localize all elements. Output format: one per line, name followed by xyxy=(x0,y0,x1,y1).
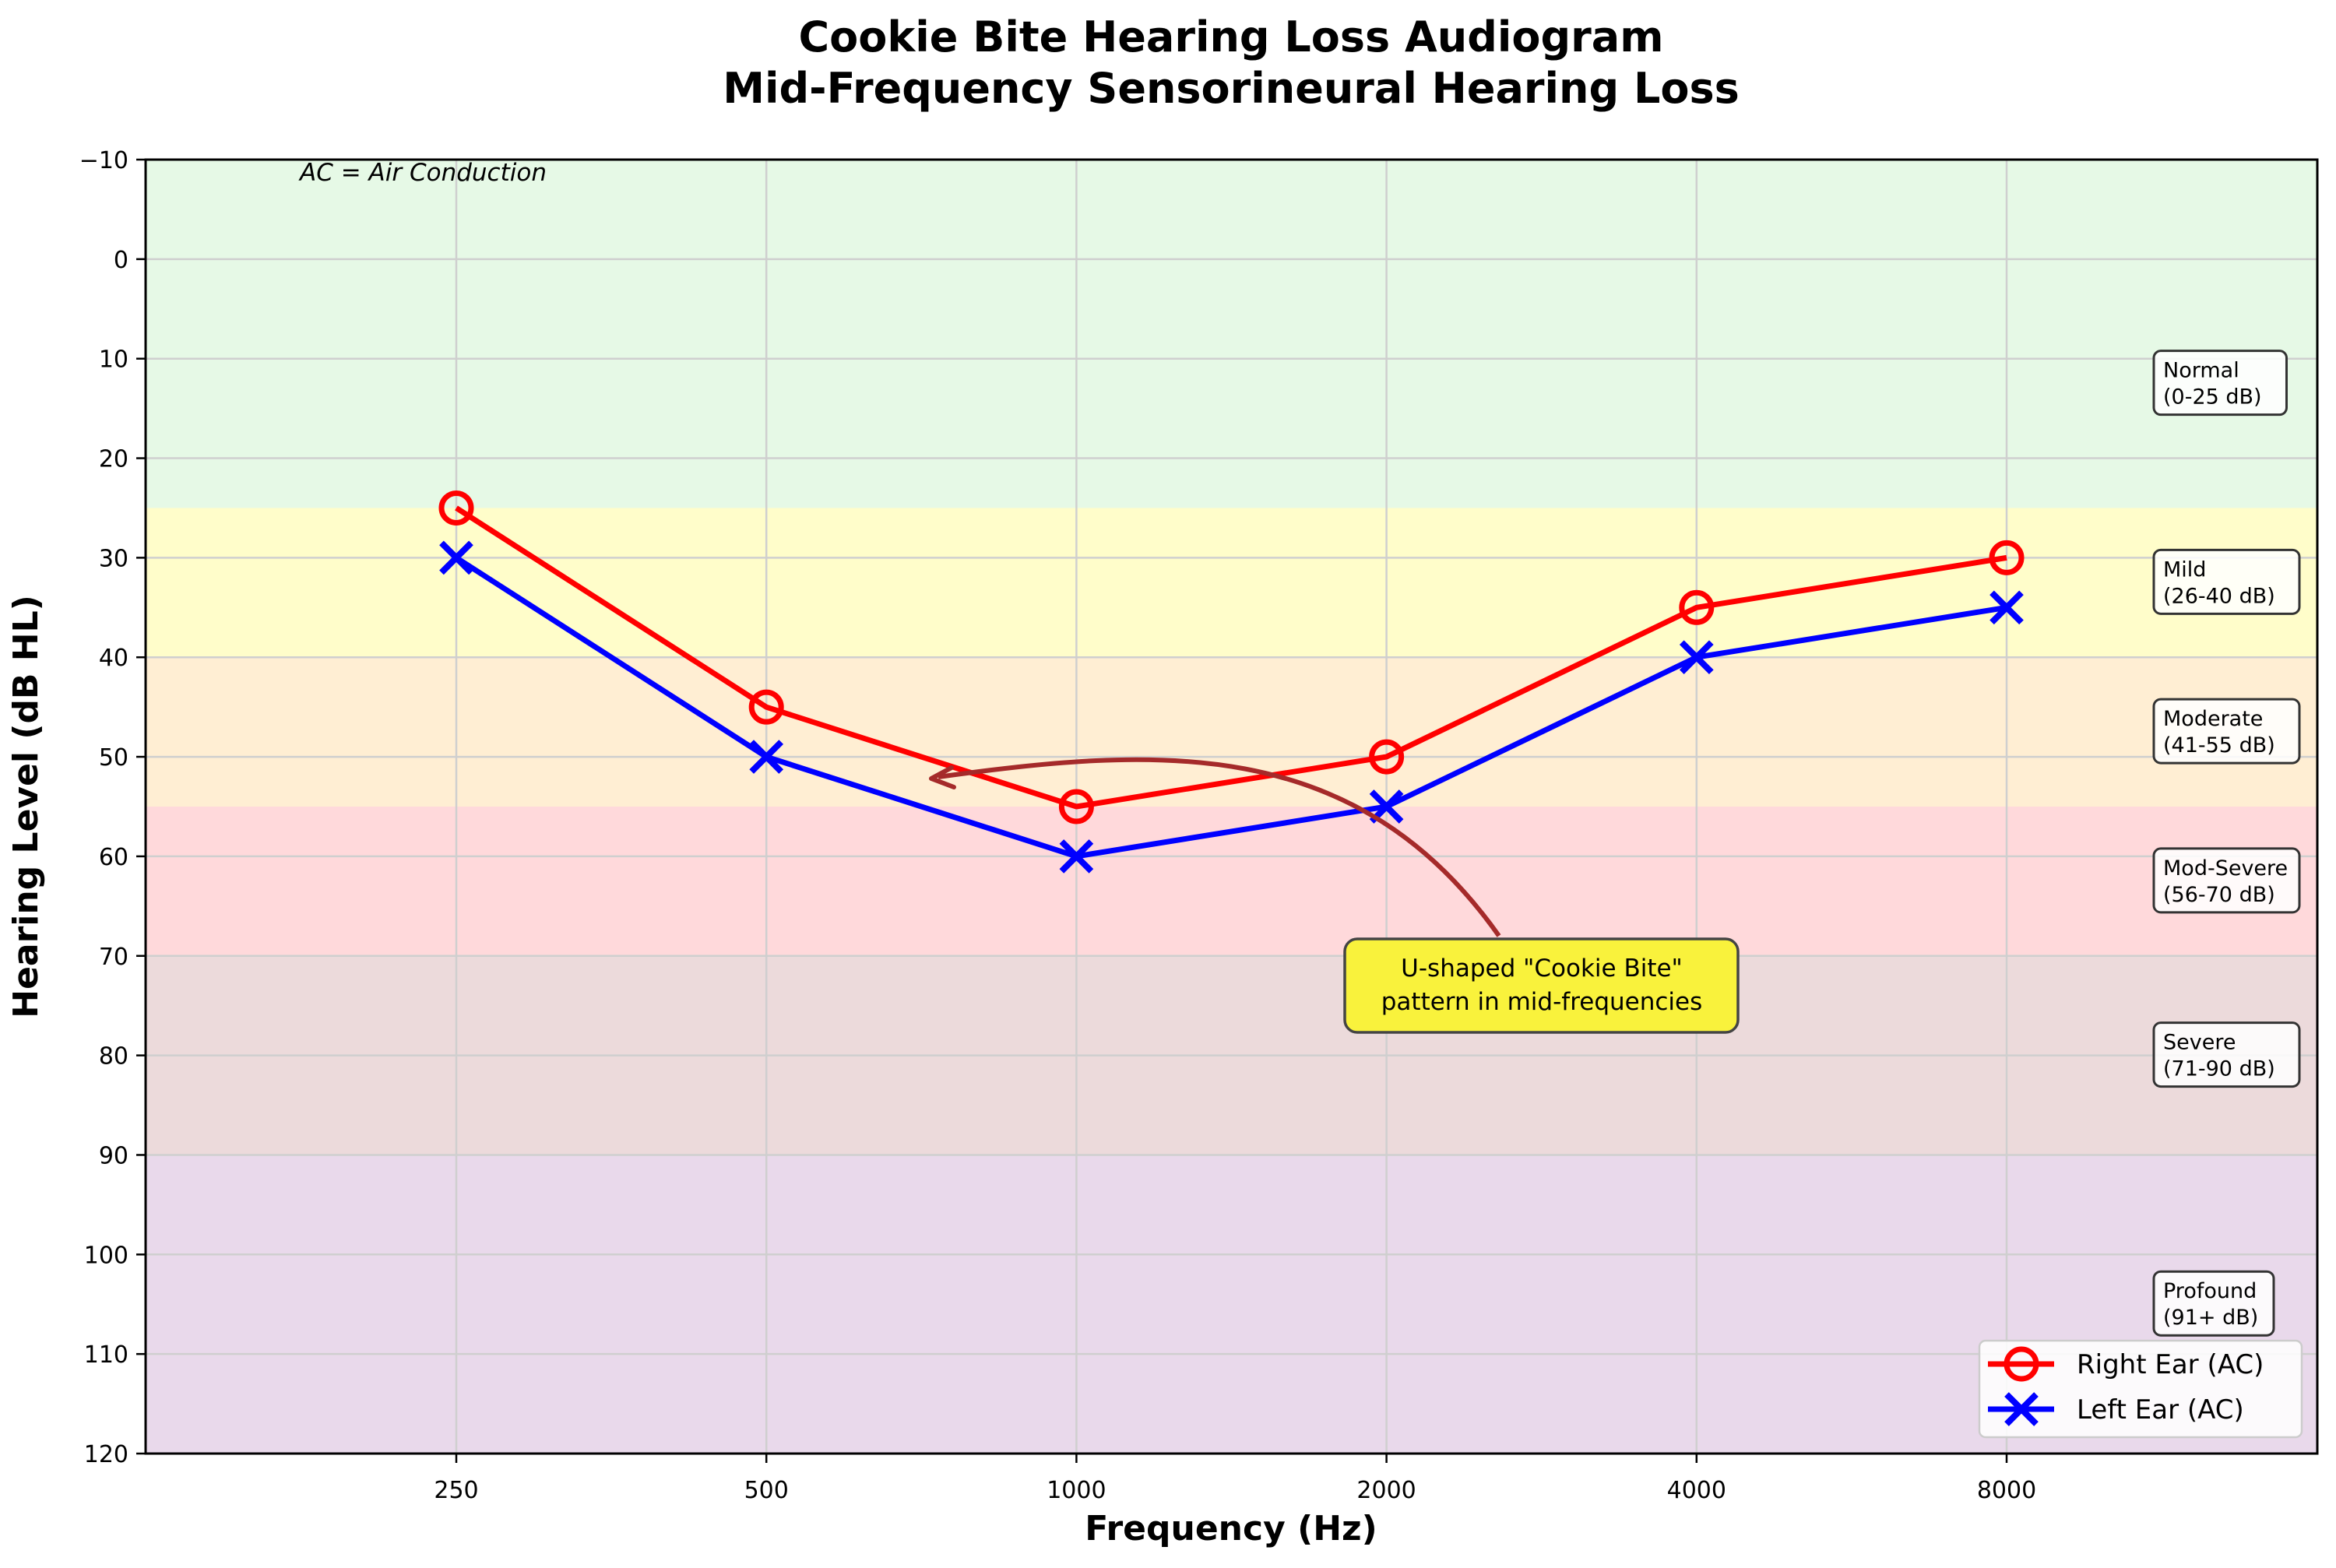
legend-box xyxy=(1978,1339,2303,1439)
legend-entry: Right Ear (AC) xyxy=(1988,1346,2264,1382)
x-marker-icon xyxy=(439,540,473,575)
y-tick-label: 60 xyxy=(99,844,128,871)
cookie-bite-annotation: U-shaped "Cookie Bite" pattern in mid-fre… xyxy=(929,757,1740,1034)
y-tick-label: 90 xyxy=(99,1142,128,1169)
x-marker-icon xyxy=(1679,640,1714,675)
svg-text:Severe: Severe xyxy=(2163,1031,2236,1055)
zone-label-mod-severe: Mod-Severe(56-70 dB) xyxy=(2152,847,2301,914)
data-series xyxy=(438,490,2025,874)
plot-frame xyxy=(144,158,2319,1455)
series-left-ear-ac xyxy=(439,540,2024,874)
circle-marker-icon xyxy=(438,490,474,526)
zone-band-mild xyxy=(146,508,2317,658)
hearing-loss-zones xyxy=(146,160,2317,1454)
svg-text:Moderate: Moderate xyxy=(2163,707,2263,731)
svg-text:(26-40 dB): (26-40 dB) xyxy=(2163,584,2275,608)
y-axis-ticks: −10 0 10 20 30 40 50 60 70 80 90 100 110 120 xyxy=(79,147,146,1468)
x-axis-label: Frequency (Hz) xyxy=(1085,1509,1377,1549)
ac-note: AC = Air Conduction xyxy=(298,159,547,187)
chart-title: Cookie Bite Hearing Loss Audiogram xyxy=(799,12,1664,62)
svg-text:(41-55 dB): (41-55 dB) xyxy=(2163,733,2275,758)
y-tick-label: 10 xyxy=(99,346,128,374)
annotation-line-2: pattern in mid-frequencies xyxy=(1381,988,1703,1016)
x-marker-icon xyxy=(2004,1392,2039,1426)
zone-label-severe: Severe(71-90 dB) xyxy=(2152,1021,2301,1088)
zone-label-moderate: Moderate(41-55 dB) xyxy=(2152,698,2301,765)
y-tick-label: 110 xyxy=(84,1341,128,1369)
svg-text:(71-90 dB): (71-90 dB) xyxy=(2163,1057,2275,1081)
y-tick-label: 120 xyxy=(84,1441,128,1468)
x-marker-icon xyxy=(1989,590,2024,625)
zone-band-profound xyxy=(146,1155,2317,1454)
series-line xyxy=(455,505,2007,810)
zone-band-normal xyxy=(146,160,2317,508)
y-tick-label: 40 xyxy=(99,645,128,672)
svg-text:(91+ dB): (91+ dB) xyxy=(2163,1306,2258,1330)
x-tick-label: 8000 xyxy=(1977,1477,2036,1504)
svg-text:Profound: Profound xyxy=(2163,1279,2257,1303)
x-tick-label: 1000 xyxy=(1047,1477,1106,1504)
circle-marker-icon xyxy=(1058,789,1094,824)
legend-entry: Left Ear (AC) xyxy=(1988,1392,2244,1426)
y-tick-label: 0 xyxy=(114,247,128,274)
y-tick-label: −10 xyxy=(79,147,128,174)
legend: Right Ear (AC) Left Ear (AC) xyxy=(1978,1339,2303,1439)
zone-label-profound: Profound (91+ dB) xyxy=(2152,1270,2275,1337)
circle-marker-icon xyxy=(1369,739,1405,775)
x-tick-label: 250 xyxy=(434,1477,478,1504)
circle-marker-icon xyxy=(748,689,784,725)
annotation-arrow xyxy=(938,757,1501,937)
y-tick-label: 20 xyxy=(99,446,128,473)
annotation-line-1: U-shaped "Cookie Bite" xyxy=(1401,955,1683,983)
x-axis-ticks: 250 500 1000 2000 4000 8000 xyxy=(434,1454,2036,1504)
svg-text:Mod-Severe: Mod-Severe xyxy=(2163,856,2288,881)
x-tick-label: 500 xyxy=(744,1477,789,1504)
x-marker-icon xyxy=(749,740,784,774)
y-tick-label: 50 xyxy=(99,744,128,772)
svg-text:Mild: Mild xyxy=(2163,557,2206,582)
series-right-ear-ac xyxy=(438,490,2025,824)
arrow-head-icon xyxy=(929,765,956,789)
series-line xyxy=(455,555,2007,860)
legend-label: Right Ear (AC) xyxy=(2077,1349,2264,1380)
svg-text:(56-70 dB): (56-70 dB) xyxy=(2163,883,2275,907)
circle-marker-icon xyxy=(2004,1346,2039,1382)
y-tick-label: 30 xyxy=(99,545,128,572)
annotation-box xyxy=(1343,937,1740,1034)
y-axis-label: Hearing Level (dB HL) xyxy=(6,595,46,1018)
circle-marker-icon xyxy=(1989,540,2025,575)
svg-text:(0-25 dB): (0-25 dB) xyxy=(2163,385,2262,410)
legend-label: Left Ear (AC) xyxy=(2077,1394,2244,1426)
zone-label-normal: Normal(0-25 dB) xyxy=(2152,350,2288,417)
y-tick-label: 70 xyxy=(99,944,128,971)
x-tick-label: 4000 xyxy=(1667,1477,1726,1504)
chart-subtitle: Mid-Frequency Sensorineural Hearing Loss xyxy=(723,64,1740,113)
circle-marker-icon xyxy=(1679,589,1715,625)
x-tick-label: 2000 xyxy=(1356,1477,1416,1504)
y-tick-label: 80 xyxy=(99,1043,128,1071)
x-marker-icon xyxy=(1059,839,1094,874)
zone-label-mild: Mild(26-40 dB) xyxy=(2152,548,2301,615)
y-tick-label: 100 xyxy=(84,1242,128,1269)
svg-text:Normal: Normal xyxy=(2163,359,2239,383)
zone-labels: Normal(0-25 dB) Mild(26-40 dB) Moderate(41… xyxy=(2152,350,2301,1337)
